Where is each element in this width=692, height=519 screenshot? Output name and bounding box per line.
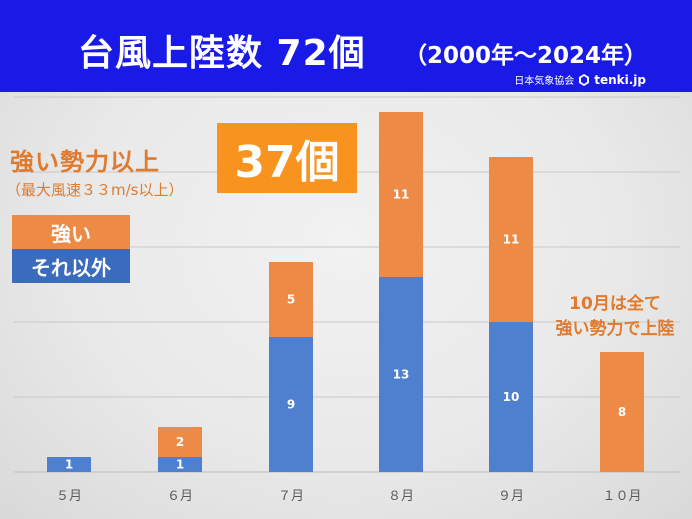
legend: 強い それ以外 — [12, 215, 130, 283]
x-tick-label: ７月 — [278, 489, 304, 504]
x-tick-label: ５月 — [56, 489, 82, 504]
x-tick-label: ９月 — [498, 489, 524, 504]
bar-strong — [379, 112, 423, 277]
x-tick-label: ８月 — [388, 489, 414, 504]
bar-value-label: 10 — [503, 390, 520, 404]
bar-value-label: 1 — [176, 458, 184, 472]
page-title: 台風上陸数 72個 — [78, 33, 366, 74]
credit-brand: tenki.jp — [594, 72, 646, 87]
header-bar — [0, 0, 692, 92]
bar-other — [158, 457, 202, 472]
bar-value-label: 11 — [393, 188, 410, 202]
bar-value-label: 5 — [287, 293, 295, 307]
legend-item-other: それ以外 — [12, 249, 130, 283]
strong-category-subtitle: （最大風速３３m/s以上） — [6, 181, 184, 199]
october-note-line1: 10月は全て — [569, 294, 661, 314]
credit: 日本気象協会 tenki.jp — [514, 72, 646, 88]
bar-value-label: 8 — [618, 405, 626, 419]
bar-value-label: 9 — [287, 398, 295, 412]
credit-org: 日本気象協会 — [514, 76, 575, 87]
bars — [47, 112, 644, 472]
legend-item-strong: 強い — [12, 215, 130, 249]
bar-value-label: 13 — [393, 368, 410, 382]
bar-other — [47, 457, 91, 472]
strong-category-title: 強い勢力以上 — [10, 148, 160, 176]
october-note-line2: 強い勢力で上陸 — [555, 319, 675, 339]
x-tick-label: ６月 — [167, 489, 193, 504]
tenki-logo-icon — [579, 73, 590, 86]
bar-strong — [600, 352, 644, 472]
strong-count-badge: 37個 — [217, 123, 357, 193]
bar-strong — [489, 157, 533, 322]
bar-other — [489, 322, 533, 472]
bar-value-label: 2 — [176, 435, 184, 449]
bar-strong — [158, 427, 202, 457]
bar-value-label: 1 — [65, 458, 73, 472]
bar-value-label: 11 — [503, 233, 520, 247]
strong-count-value: 37個 — [234, 137, 340, 188]
bar-strong — [269, 262, 313, 337]
x-tick-labels: ５月 ６月 ７月 ８月 ９月 １０月 — [56, 489, 642, 504]
bar-other — [379, 277, 423, 472]
header: 台風上陸数 72個 （2000年～2024年） 日本気象協会 tenki.jp — [0, 0, 692, 92]
bar-other — [269, 337, 313, 472]
october-note: 10月は全て 強い勢力で上陸 — [540, 292, 690, 342]
x-tick-label: １０月 — [602, 489, 641, 504]
period-label: （2000年～2024年） — [404, 43, 648, 69]
